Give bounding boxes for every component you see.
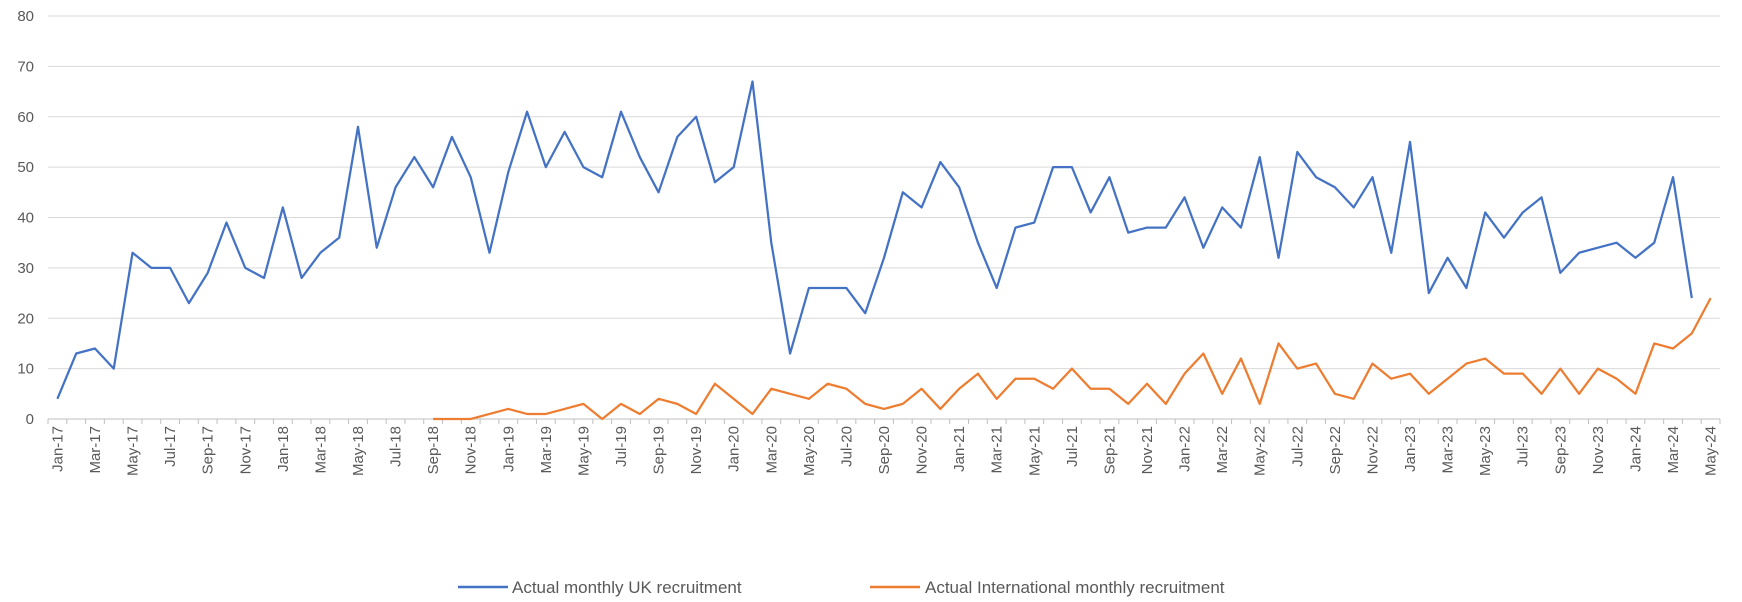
- x-tick-label: May-23: [1477, 426, 1494, 476]
- x-tick-label: Jan-18: [275, 426, 292, 472]
- x-tick-label: Sep-23: [1552, 426, 1569, 474]
- x-tick-label: Nov-17: [237, 426, 254, 474]
- gridlines: [48, 15, 1720, 370]
- x-tick-label: Jan-22: [1177, 426, 1194, 472]
- x-tick-label: Jul-18: [388, 426, 405, 467]
- x-axis-tick-labels: Jan-17 Mar-17 May-17 Jul-17 Sep-17 Nov-17 Jan-…: [49, 426, 1719, 476]
- x-tick-label: Jul-23: [1515, 426, 1532, 467]
- x-tick-label: Mar-17: [87, 426, 104, 474]
- y-tick-label: 70: [17, 58, 34, 75]
- x-tick-label: Nov-21: [1139, 426, 1156, 474]
- x-tick-label: Jan-20: [726, 426, 743, 472]
- x-tick-label: Jul-17: [162, 426, 179, 467]
- x-tick-label: Sep-20: [876, 426, 893, 474]
- x-tick-label: May-18: [350, 426, 367, 476]
- x-tick-label: May-20: [801, 426, 818, 476]
- x-tick-label: Sep-17: [200, 426, 217, 474]
- y-tick-label: 40: [17, 210, 34, 227]
- legend-label-international: Actual International monthly recruitment: [925, 578, 1225, 597]
- x-tick-label: Sep-22: [1327, 426, 1344, 474]
- x-tick-label: Jul-22: [1289, 426, 1306, 467]
- x-tick-label: Mar-22: [1214, 426, 1231, 474]
- x-tick-label: Jan-24: [1627, 426, 1644, 472]
- x-tick-label: May-19: [575, 426, 592, 476]
- series-lines: [56, 80, 1712, 421]
- x-tick-label: Mar-20: [763, 426, 780, 474]
- series-line-1: [433, 297, 1712, 421]
- x-tick-label: May-21: [1026, 426, 1043, 476]
- x-tick-label: Sep-19: [651, 426, 668, 474]
- y-tick-label: 10: [17, 361, 34, 378]
- x-tick-label: Jul-20: [838, 426, 855, 467]
- y-axis-tick-labels: 0 10 20 30 40 50 60 70 80: [17, 8, 34, 428]
- x-tick-label: Jan-21: [951, 426, 968, 472]
- y-tick-label: 80: [17, 8, 34, 25]
- x-tick-label: Mar-23: [1440, 426, 1457, 474]
- x-tick-label: Jul-19: [613, 426, 630, 467]
- x-tick-label: Mar-19: [538, 426, 555, 474]
- x-tick-label: Nov-23: [1590, 426, 1607, 474]
- x-tick-label: Mar-24: [1665, 426, 1682, 474]
- x-tick-label: Jan-19: [500, 426, 517, 472]
- x-tick-label: Sep-21: [1101, 426, 1118, 474]
- x-tick-label: Nov-18: [463, 426, 480, 474]
- legend-label-uk: Actual monthly UK recruitment: [512, 578, 742, 597]
- x-tick-label: May-22: [1252, 426, 1269, 476]
- x-tick-label: Nov-19: [688, 426, 705, 474]
- x-tick-label: Jan-23: [1402, 426, 1419, 472]
- y-tick-label: 30: [17, 260, 34, 277]
- x-tick-label: Mar-18: [312, 426, 329, 474]
- x-tick-label: Jan-17: [49, 426, 66, 472]
- x-tick-label: Mar-21: [989, 426, 1006, 474]
- y-tick-label: 60: [17, 109, 34, 126]
- x-tick-label: May-17: [125, 426, 142, 476]
- y-tick-label: 20: [17, 310, 34, 327]
- legend: Actual monthly UK recruitment Actual Int…: [458, 578, 1225, 597]
- x-tick-label: Jul-21: [1064, 426, 1081, 467]
- y-tick-label: 0: [26, 411, 34, 428]
- series-line-0: [56, 80, 1693, 400]
- x-tick-label: May-24: [1703, 426, 1720, 476]
- x-tick-label: Nov-22: [1364, 426, 1381, 474]
- x-tick-label: Sep-18: [425, 426, 442, 474]
- y-tick-label: 50: [17, 159, 34, 176]
- x-axis-tick-marks: [47, 419, 1721, 424]
- x-tick-label: Nov-20: [914, 426, 931, 474]
